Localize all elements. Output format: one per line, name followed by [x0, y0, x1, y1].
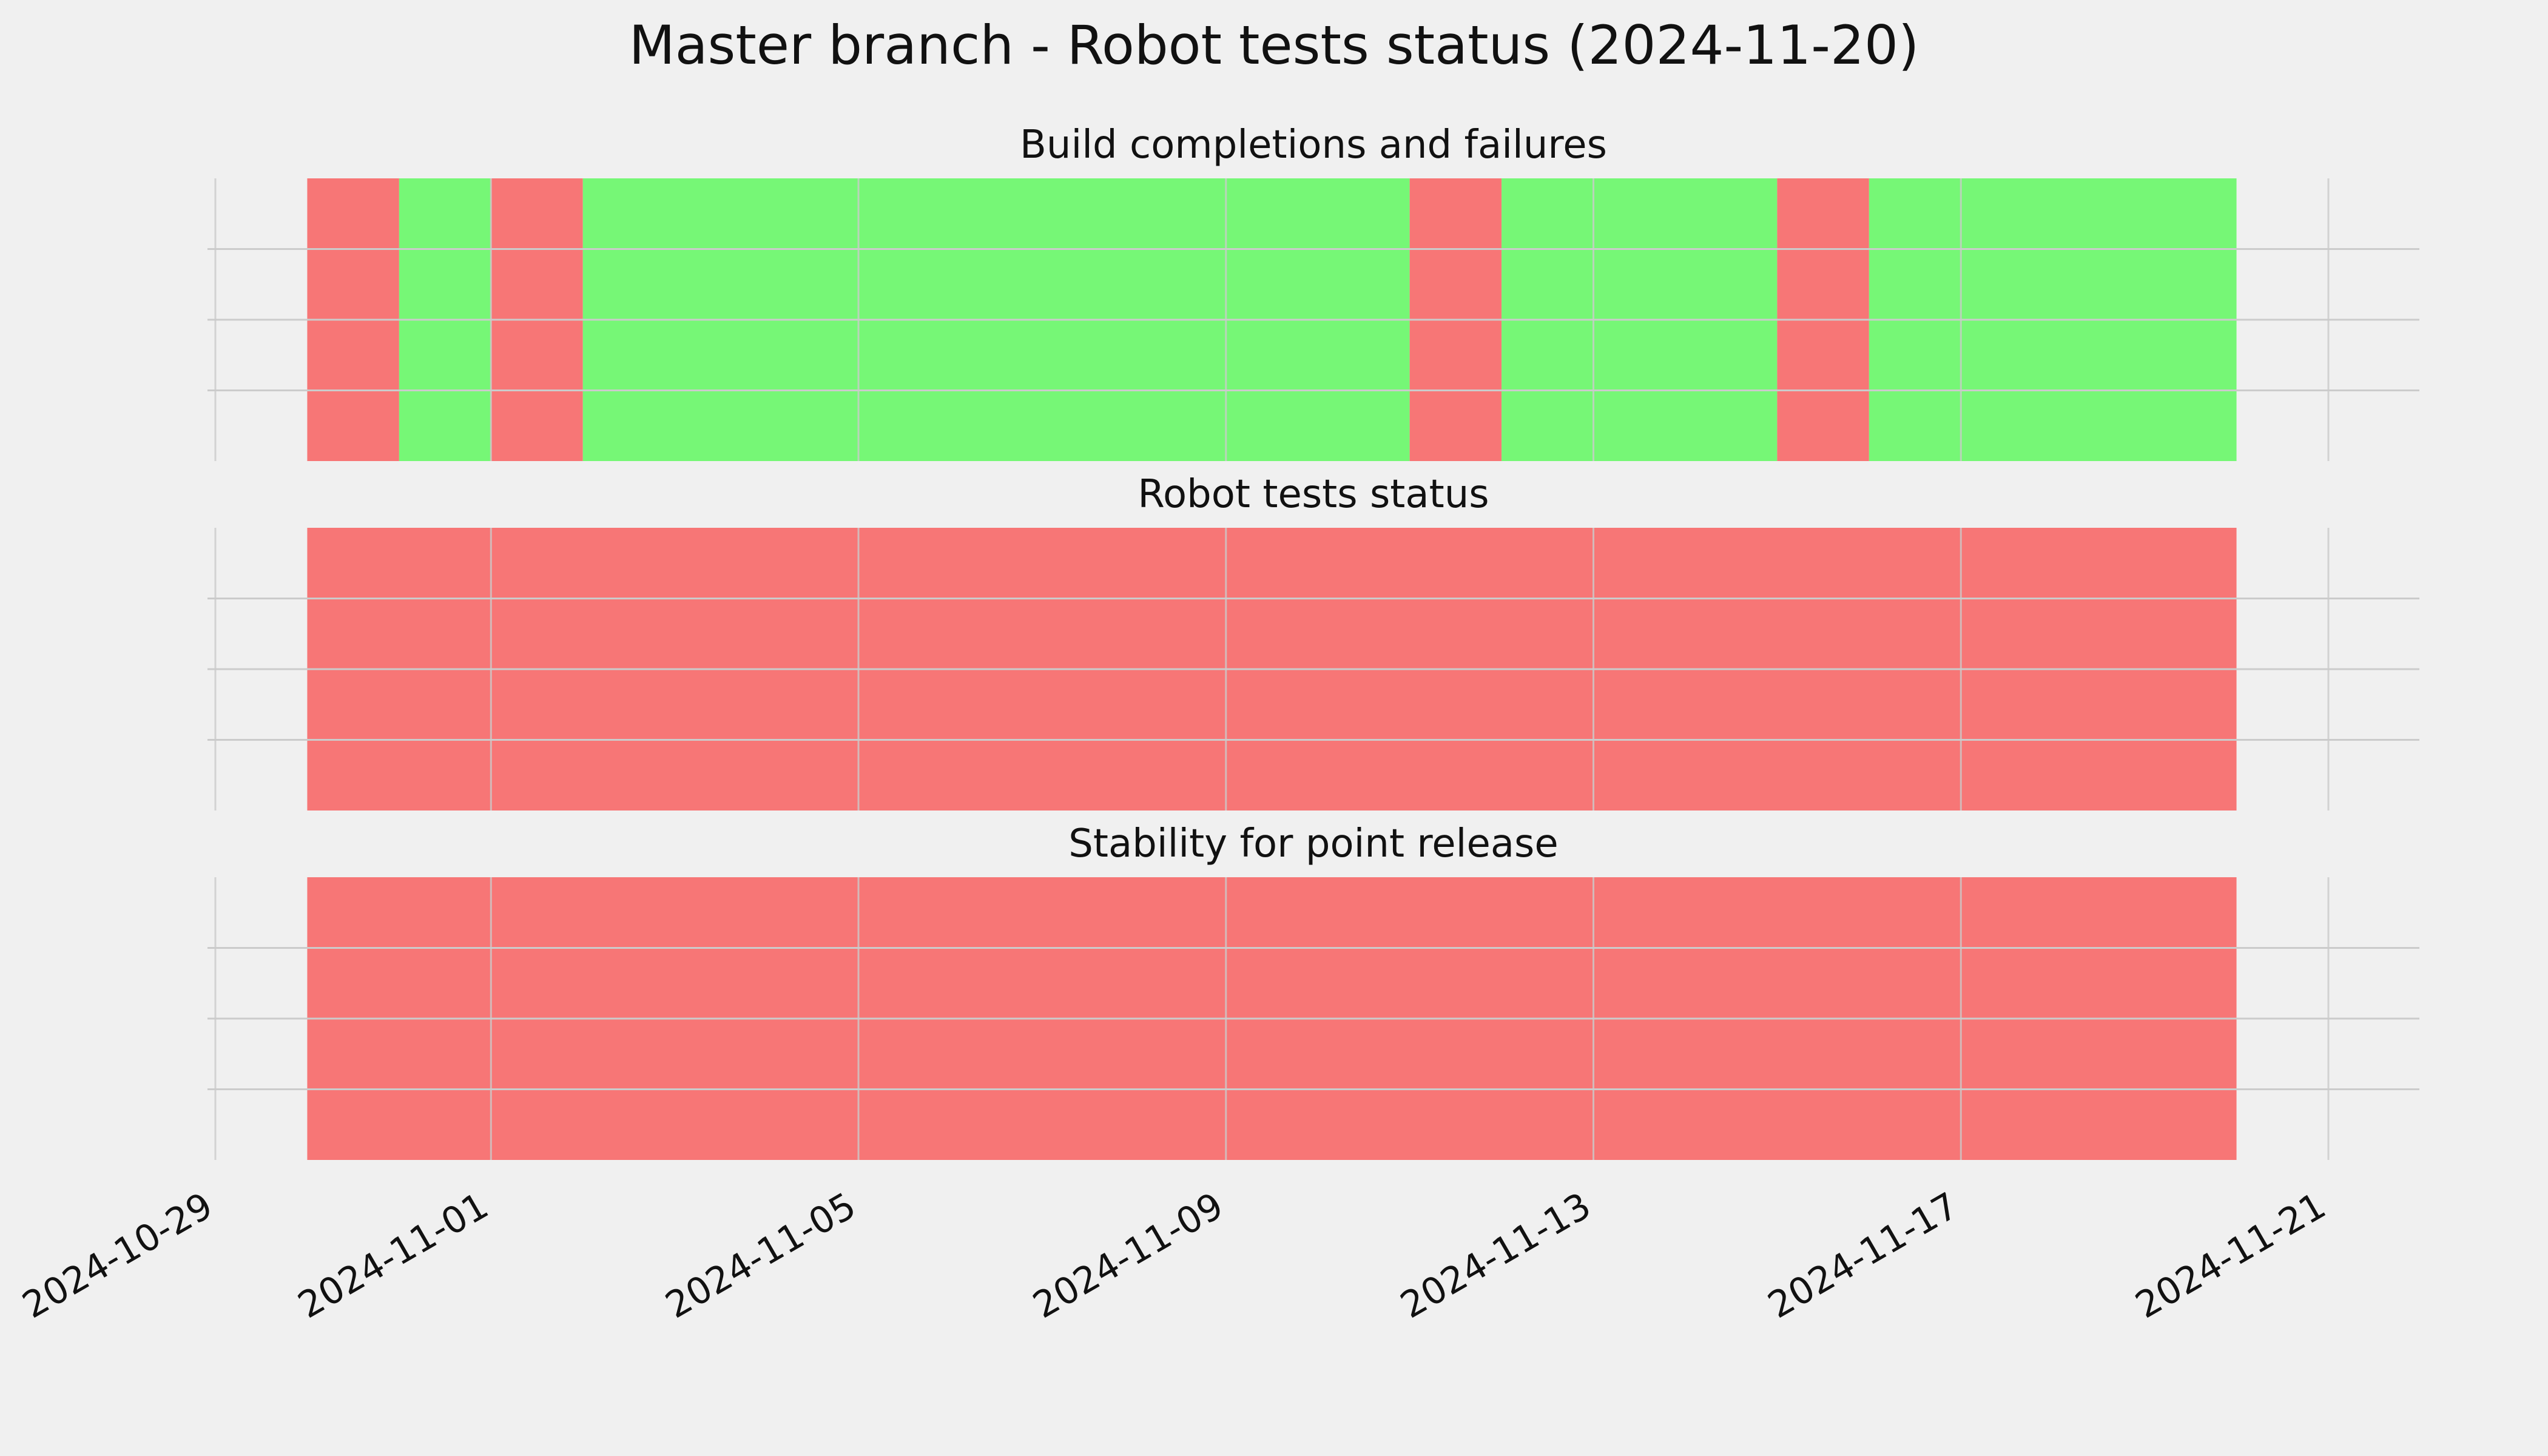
panel-title: Robot tests status	[1138, 472, 1489, 517]
panel-1: Build completions and failures	[207, 123, 2419, 461]
panel-3: Stability for point release	[207, 821, 2419, 1160]
panel-2: Robot tests status	[207, 472, 2419, 811]
panel-title: Build completions and failures	[1020, 123, 1607, 167]
figure-title: Master branch - Robot tests status (2024…	[629, 14, 1919, 76]
panel-title: Stability for point release	[1068, 821, 1559, 866]
panels: Build completions and failures Robot test…	[207, 123, 2419, 1160]
